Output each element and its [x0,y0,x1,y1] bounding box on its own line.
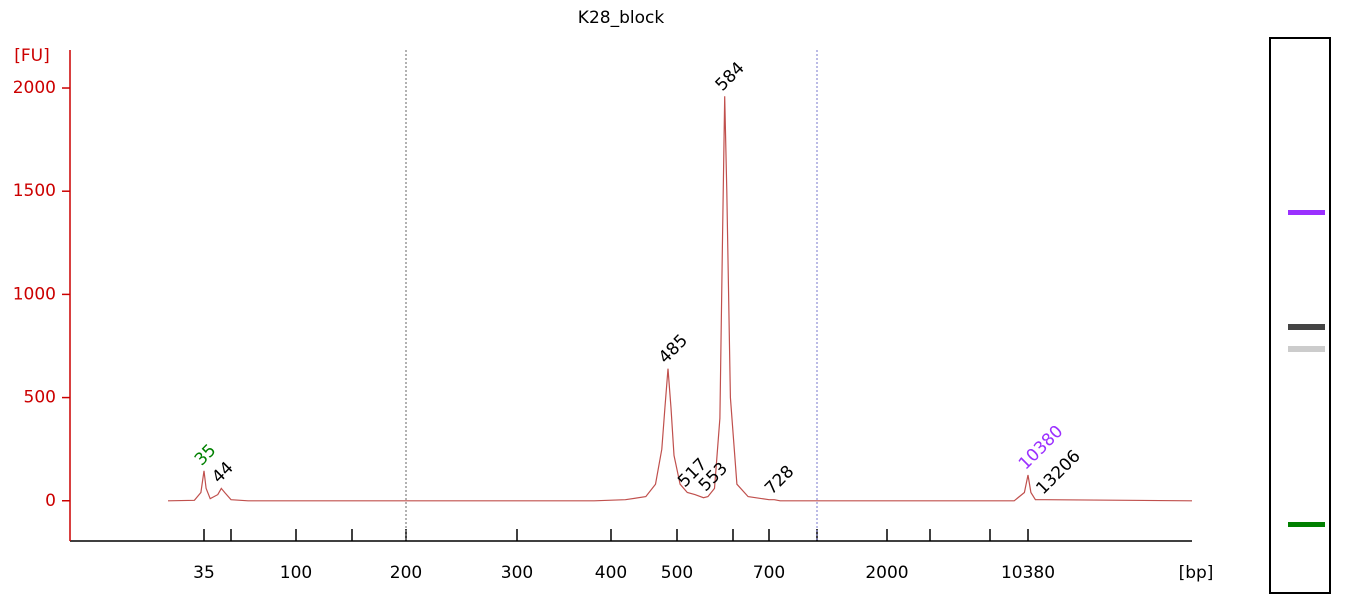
x-tick-label: 100 [280,563,312,583]
peak-label: 485 [655,331,692,368]
x-tick-label: 200 [390,563,422,583]
y-tick-label: 500 [24,388,56,408]
peak-label: 728 [761,462,798,499]
x-tick-label: 35 [193,563,215,583]
x-tick-label: 10380 [1001,563,1055,583]
lane-frame [1269,37,1331,594]
lane-band [1288,522,1325,527]
chart-title: K28_block [578,8,665,28]
trace [167,96,1193,502]
lane-band [1288,210,1325,215]
lane-band [1288,324,1325,330]
y-tick-label: 2000 [13,78,56,98]
gel-lane [1269,37,1331,594]
y-tick-label: 1000 [13,284,56,304]
lane-band [1288,346,1325,352]
x-tick-label: 400 [595,563,627,583]
peak-label: 584 [712,58,749,95]
x-tick-label: 700 [753,563,785,583]
peak-label: 44 [208,458,237,487]
y-axis-label: [FU] [14,46,50,66]
x-tick-label: 300 [501,563,533,583]
y-tick-label: 1500 [13,181,56,201]
x-tick-label: 500 [661,563,693,583]
y-tick-label: 0 [45,491,56,511]
x-axis-label: [bp] [1179,563,1214,583]
x-tick-label: 2000 [865,563,908,583]
